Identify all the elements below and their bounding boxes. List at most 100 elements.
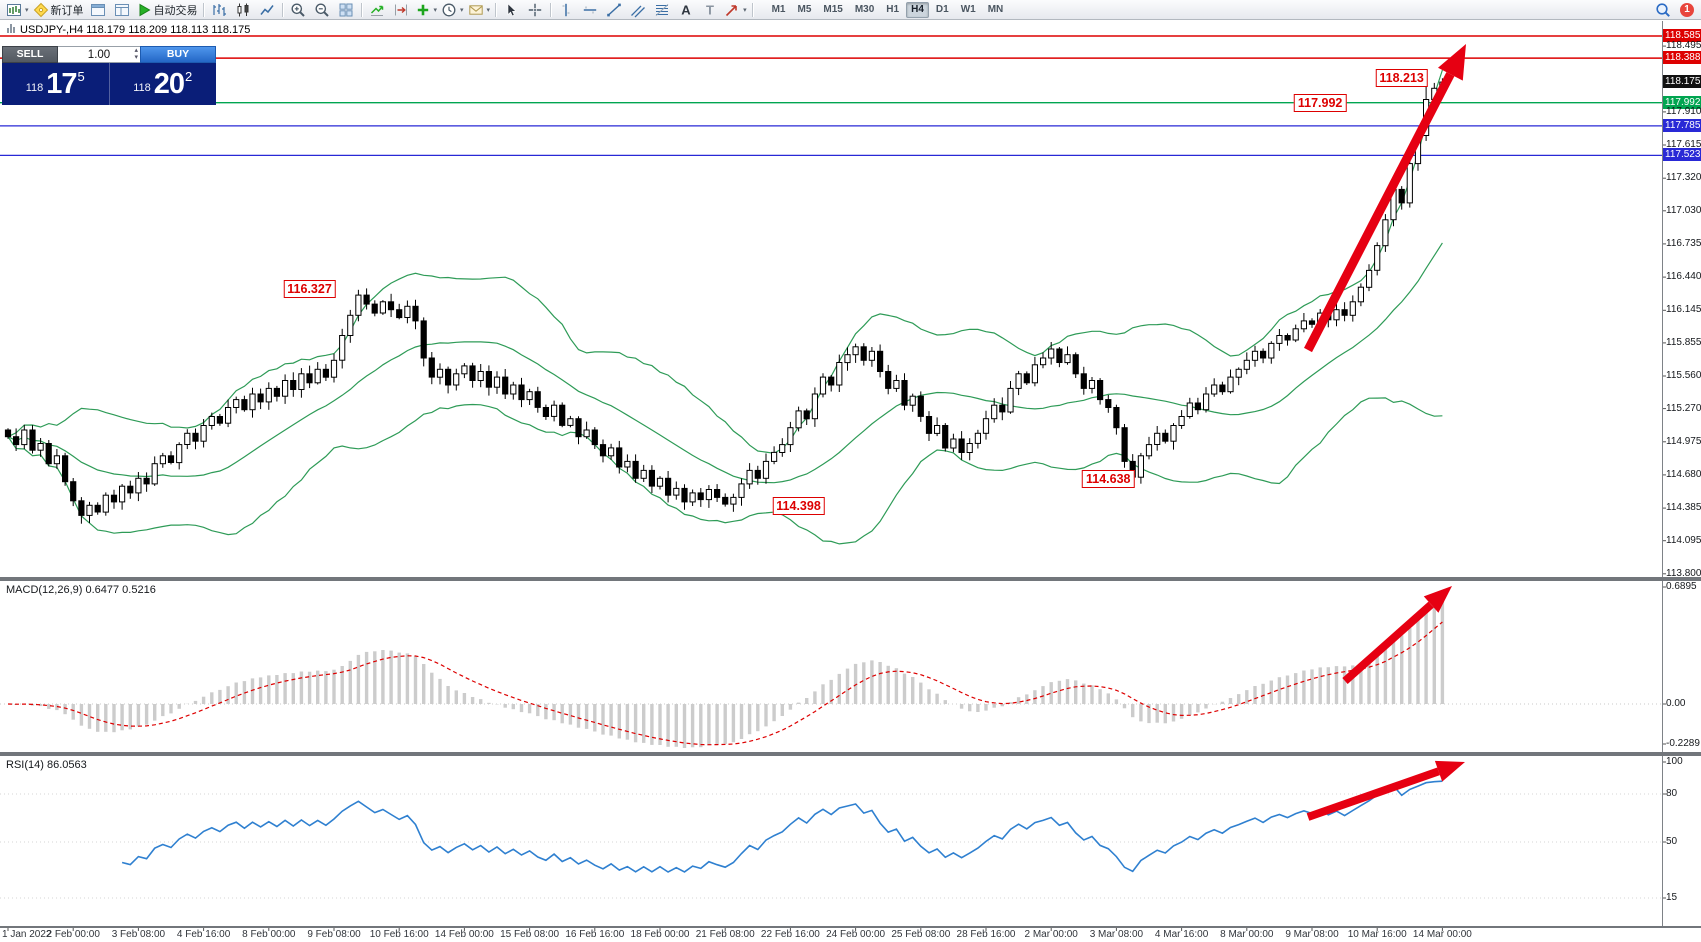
volume-value[interactable]: 1.00 [87, 48, 111, 61]
dropdown-arrow-icon[interactable]: ▾ [486, 6, 491, 14]
buy-price-button[interactable]: 118 20 2 [110, 63, 217, 105]
timeframe-h1[interactable]: H1 [886, 3, 900, 15]
sell-button[interactable]: SELL [2, 46, 58, 63]
timeframe-m5[interactable]: M5 [797, 3, 812, 15]
quote-prices-row: 118 17 5 118 20 2 [2, 63, 216, 105]
ohlc-text: USDJPY-,H4 118.179 118.209 118.113 118.1… [20, 24, 251, 36]
search-icon[interactable] [1651, 1, 1675, 19]
panel-splitter [0, 926, 1701, 928]
notification-badge[interactable]: 1 [1680, 2, 1694, 17]
timeframe-mn[interactable]: MN [987, 3, 1004, 15]
text-icon[interactable]: A [674, 1, 698, 19]
sell-price-button[interactable]: 118 17 5 [2, 63, 110, 105]
line-chart-icon[interactable] [255, 1, 279, 19]
time-axis-label: 1 Jan 2022 [2, 929, 52, 940]
time-axis-label: 8 Mar 00:00 [1220, 929, 1274, 940]
dropdown-arrow-icon[interactable]: ▾ [743, 6, 747, 14]
time-axis-label: 10 Feb 16:00 [369, 929, 429, 940]
macd-signal-line [7, 621, 1443, 746]
chart-shift-icon[interactable] [389, 1, 413, 19]
timeframe-d1[interactable]: D1 [935, 3, 949, 15]
tile-windows-icon[interactable] [334, 1, 358, 19]
volume-down-icon[interactable]: ▾ [134, 54, 138, 61]
vertical-line-icon[interactable] [554, 1, 578, 19]
text-label-icon[interactable]: T [698, 1, 722, 19]
auto-trading-button[interactable]: 自动交易 [134, 1, 200, 19]
macd-panel [0, 595, 1662, 748]
crosshair-icon[interactable] [523, 1, 547, 19]
toolbar-separator [281, 2, 283, 17]
timeframe-m1[interactable]: M1 [771, 3, 786, 15]
sell-price-prefix: 118 [25, 82, 44, 94]
templates-icon[interactable]: ▾ [466, 1, 493, 19]
market-watch-icon[interactable] [86, 1, 110, 19]
candles-layer [4, 77, 1446, 524]
candlestick-chart-icon[interactable] [231, 1, 255, 19]
fibonacci-icon[interactable] [650, 1, 674, 19]
new-chart-icon[interactable]: ▾ [4, 1, 31, 19]
equidistant-channel-icon[interactable] [626, 1, 650, 19]
bar-chart-icon[interactable] [207, 1, 231, 19]
horizontal-line-icon[interactable] [578, 1, 602, 19]
time-axis-label: 3 Feb 08:00 [111, 929, 166, 940]
timeframe-w1[interactable]: W1 [960, 3, 976, 15]
zoom-in-icon[interactable] [286, 1, 310, 19]
timeframe-h4[interactable]: H4 [906, 1, 929, 18]
price-axis-divider [1662, 21, 1663, 926]
volume-up-icon[interactable]: ▴ [134, 47, 138, 54]
toolbar-separator [360, 2, 362, 17]
timeframe-m30[interactable]: M30 [854, 3, 875, 15]
one-click-trading-panel: SELL 1.00 ▴ ▾ BUY 118 17 5 118 20 2 [2, 46, 216, 105]
timeframe-m15[interactable]: M15 [823, 3, 843, 15]
time-axis-label: 10 Mar 16:00 [1347, 929, 1407, 940]
time-axis-label: 16 Feb 16:00 [565, 929, 625, 940]
sell-price-sup: 5 [77, 68, 85, 84]
horizontal-level-lines[interactable] [0, 35, 1662, 157]
indicators-icon[interactable]: ▾ [413, 1, 440, 19]
dropdown-arrow-icon[interactable]: ▾ [460, 6, 464, 14]
dropdown-arrow-icon[interactable]: ▾ [433, 6, 438, 14]
axis-ticks [7, 35, 1666, 931]
buy-price-prefix: 118 [133, 82, 151, 94]
time-axis[interactable]: 1 Jan 2022 2 Feb 00:00 3 Feb 08:00 4 Feb 16… [0, 929, 1662, 942]
toolbar-separator [751, 2, 753, 17]
rsi-indicator-label: RSI(14) 86.0563 [6, 759, 87, 771]
time-axis-label: 4 Feb 16:00 [176, 929, 231, 940]
chart-ohlc-readout: USDJPY-,H4 118.179 118.209 118.113 118.1… [6, 23, 250, 37]
auto-scroll-icon[interactable] [365, 1, 389, 19]
time-axis-label: 24 Feb 00:00 [826, 929, 886, 940]
new-order-button[interactable]: 新订单 [31, 1, 86, 19]
time-axis-label: 14 Feb 00:00 [434, 929, 494, 940]
macd-indicator-label: MACD(12,26,9) 0.6477 0.5216 [6, 584, 156, 596]
macd-histogram [14, 595, 1445, 748]
buy-price-sup: 2 [185, 68, 193, 84]
volume-input[interactable]: 1.00 ▴ ▾ [58, 46, 140, 63]
periods-icon[interactable]: ▾ [439, 1, 466, 19]
panel-splitter[interactable] [0, 752, 1701, 756]
toolbar-right: 1 [1651, 1, 1697, 19]
time-axis-label: 2 Feb 00:00 [46, 929, 100, 940]
cursor-icon[interactable] [499, 1, 523, 19]
new-order-button-label: 新订单 [50, 4, 84, 17]
dropdown-arrow-icon[interactable]: ▾ [25, 6, 29, 14]
svg-text:T: T [706, 2, 714, 17]
panel-splitter[interactable] [0, 577, 1701, 581]
time-axis-label: 2 Mar 00:00 [1024, 929, 1078, 940]
time-axis-label: 8 Feb 00:00 [242, 929, 296, 940]
time-axis-label: 9 Feb 08:00 [307, 929, 361, 940]
toolbar-separator [495, 2, 497, 17]
toolbar: ▾ 新订单 自动交易 ▾ ▾ ▾ A T ▾ M1 M5 M15 M30 H1 H4 D1 W1 MN 1 [0, 0, 1701, 20]
sell-price-big: 17 [46, 67, 77, 100]
data-window-icon[interactable] [110, 1, 134, 19]
bollinger-bands [7, 69, 1443, 545]
buy-button[interactable]: BUY [140, 46, 216, 63]
trendline-icon[interactable] [602, 1, 626, 19]
time-axis-label: 28 Feb 16:00 [956, 929, 1016, 940]
trade-controls-row: SELL 1.00 ▴ ▾ BUY [2, 46, 216, 63]
volume-stepper[interactable]: ▴ ▾ [134, 47, 138, 61]
zoom-out-icon[interactable] [310, 1, 334, 19]
arrows-icon[interactable]: ▾ [722, 1, 749, 19]
trend-arrows[interactable] [1304, 44, 1466, 821]
